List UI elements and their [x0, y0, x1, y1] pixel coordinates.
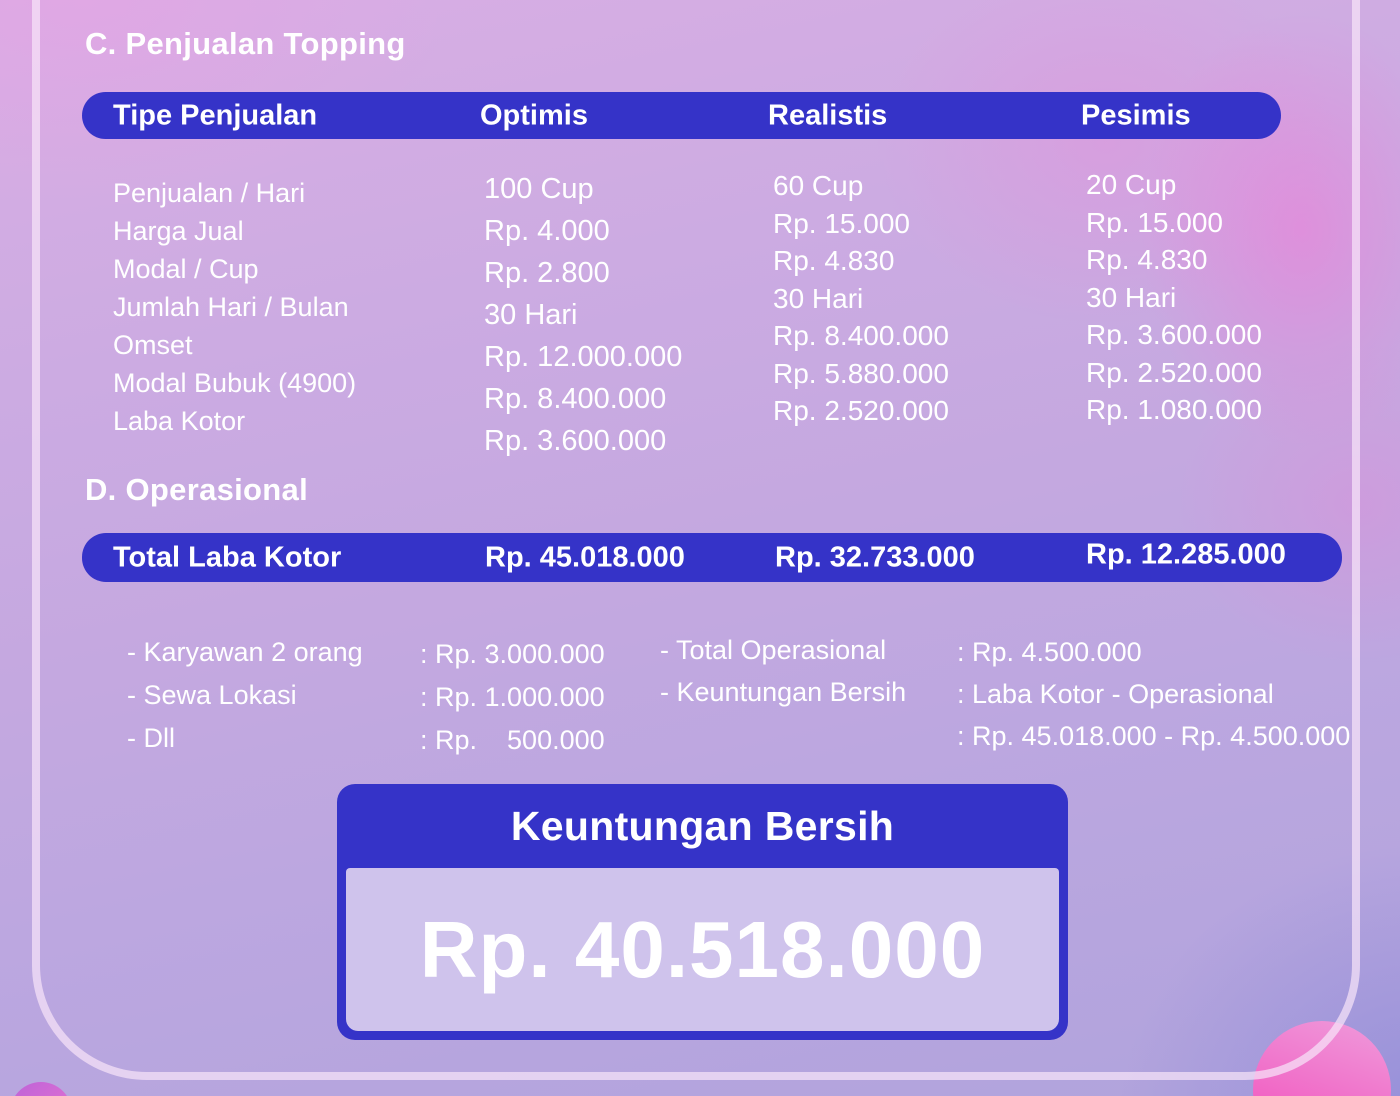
realistis-value: Rp. 15.000 — [773, 207, 910, 239]
realistis-value: Rp. 8.400.000 — [773, 320, 949, 351]
optimis-value: 30 Hari — [484, 299, 578, 331]
summary-value: : Rp. 45.018.000 - Rp. 4.500.000 — [957, 721, 1351, 751]
realistis-value: 60 Cup — [773, 170, 864, 201]
optimis-values-column: 100 Cup Rp. 4.000 Rp. 2.800 30 Hari Rp. … — [484, 168, 682, 462]
row-label: Modal / Cup — [113, 254, 259, 284]
operational-summary-row: - Total Operasional : Rp. 4.500.000 — [615, 604, 1142, 697]
net-profit-box: Keuntungan Bersih Rp. 40.518.000 — [337, 784, 1068, 1040]
cost-value: : Rp. 1.000.000 — [420, 682, 605, 712]
pesimis-value: Rp. 1.080.000 — [1086, 394, 1262, 425]
realistis-value: 30 Hari — [773, 282, 864, 314]
pesimis-value: 20 Cup — [1086, 169, 1177, 200]
cost-label: - Karyawan 2 orang — [127, 637, 363, 667]
total-optimis-value: Rp. 45.018.000 — [485, 541, 685, 573]
total-laba-kotor-label: Total Laba Kotor — [113, 541, 342, 573]
summary-label: - Keuntungan Bersih — [660, 677, 907, 707]
total-pesimis-value: Rp. 12.285.000 — [1086, 538, 1286, 570]
col-header-pesimis: Pesimis — [1081, 99, 1191, 131]
net-profit-amount: Rp. 40.518.000 — [346, 868, 1059, 1031]
total-realistis-value: Rp. 32.733.000 — [775, 541, 975, 573]
pesimis-value: Rp. 3.600.000 — [1086, 319, 1262, 350]
operational-cost-row: - Sewa Lokasi : Rp. 1.000.000 — [82, 649, 605, 742]
realistis-value: Rp. 5.880.000 — [773, 357, 949, 389]
pesimis-value: Rp. 4.830 — [1086, 244, 1208, 275]
pesimis-value: Rp. 2.520.000 — [1086, 356, 1262, 388]
summary-value: : Laba Kotor - Operasional — [957, 679, 1274, 709]
cost-value: : Rp. 500.000 — [420, 725, 605, 755]
realistis-values-column: 60 Cup Rp. 15.000 Rp. 4.830 30 Hari Rp. … — [773, 167, 949, 430]
operational-cost-row: - Dll : Rp. 500.000 — [82, 692, 605, 785]
cost-value: : Rp. 3.000.000 — [420, 639, 605, 669]
row-label: Omset — [113, 330, 193, 360]
pesimis-value: 30 Hari — [1086, 281, 1177, 313]
optimis-value: Rp. 12.000.000 — [484, 341, 683, 373]
row-label: Laba Kotor — [113, 406, 246, 436]
row-label: Harga Jual — [113, 216, 244, 246]
col-header-realistis: Realistis — [768, 99, 888, 131]
row-label: Penjualan / Hari — [113, 178, 306, 208]
net-profit-title: Keuntungan Bersih — [510, 802, 895, 849]
cost-label: - Sewa Lokasi — [127, 680, 297, 710]
realistis-value: Rp. 4.830 — [773, 245, 895, 276]
summary-value: : Rp. 4.500.000 — [957, 637, 1142, 667]
row-label: Modal Bubuk (4900) — [113, 368, 357, 398]
optimis-value: Rp. 2.800 — [484, 257, 610, 289]
operational-summary-row: : Rp. 45.018.000 - Rp. 4.500.000 — [615, 688, 1350, 781]
pesimis-values-column: 20 Cup Rp. 15.000 Rp. 4.830 30 Hari Rp. … — [1086, 166, 1262, 429]
operational-cost-row: - Karyawan 2 orang : Rp. 3.000.000 — [82, 606, 605, 699]
realistis-value: Rp. 2.520.000 — [773, 395, 949, 426]
optimis-value: 100 Cup — [484, 173, 594, 205]
card-outline — [32, 0, 1360, 1080]
col-header-optimis: Optimis — [480, 99, 588, 131]
col-header-tipe-penjualan: Tipe Penjualan — [113, 99, 318, 131]
section-d-title: D. Operasional — [85, 472, 308, 507]
optimis-value: Rp. 4.000 — [484, 215, 610, 247]
sales-table-header-bar: Tipe Penjualan Optimis Realistis Pesimis — [82, 92, 1281, 139]
summary-label: - Total Operasional — [660, 635, 887, 665]
optimis-value: Rp. 8.400.000 — [484, 383, 667, 415]
gross-profit-total-bar: Total Laba Kotor Rp. 45.018.000 Rp. 32.7… — [82, 533, 1342, 582]
operational-summary-row: - Keuntungan Bersih : Laba Kotor - Operas… — [615, 646, 1274, 739]
optimis-value: Rp. 3.600.000 — [484, 425, 667, 457]
row-label: Jumlah Hari / Bulan — [113, 292, 349, 322]
section-c-title: C. Penjualan Topping — [85, 26, 406, 61]
decor-circle-bottom-left — [10, 1082, 72, 1096]
cost-label: - Dll — [127, 723, 176, 753]
pesimis-value: Rp. 15.000 — [1086, 206, 1223, 238]
row-labels-column: Penjualan / Hari Harga Jual Modal / Cup … — [113, 174, 356, 440]
